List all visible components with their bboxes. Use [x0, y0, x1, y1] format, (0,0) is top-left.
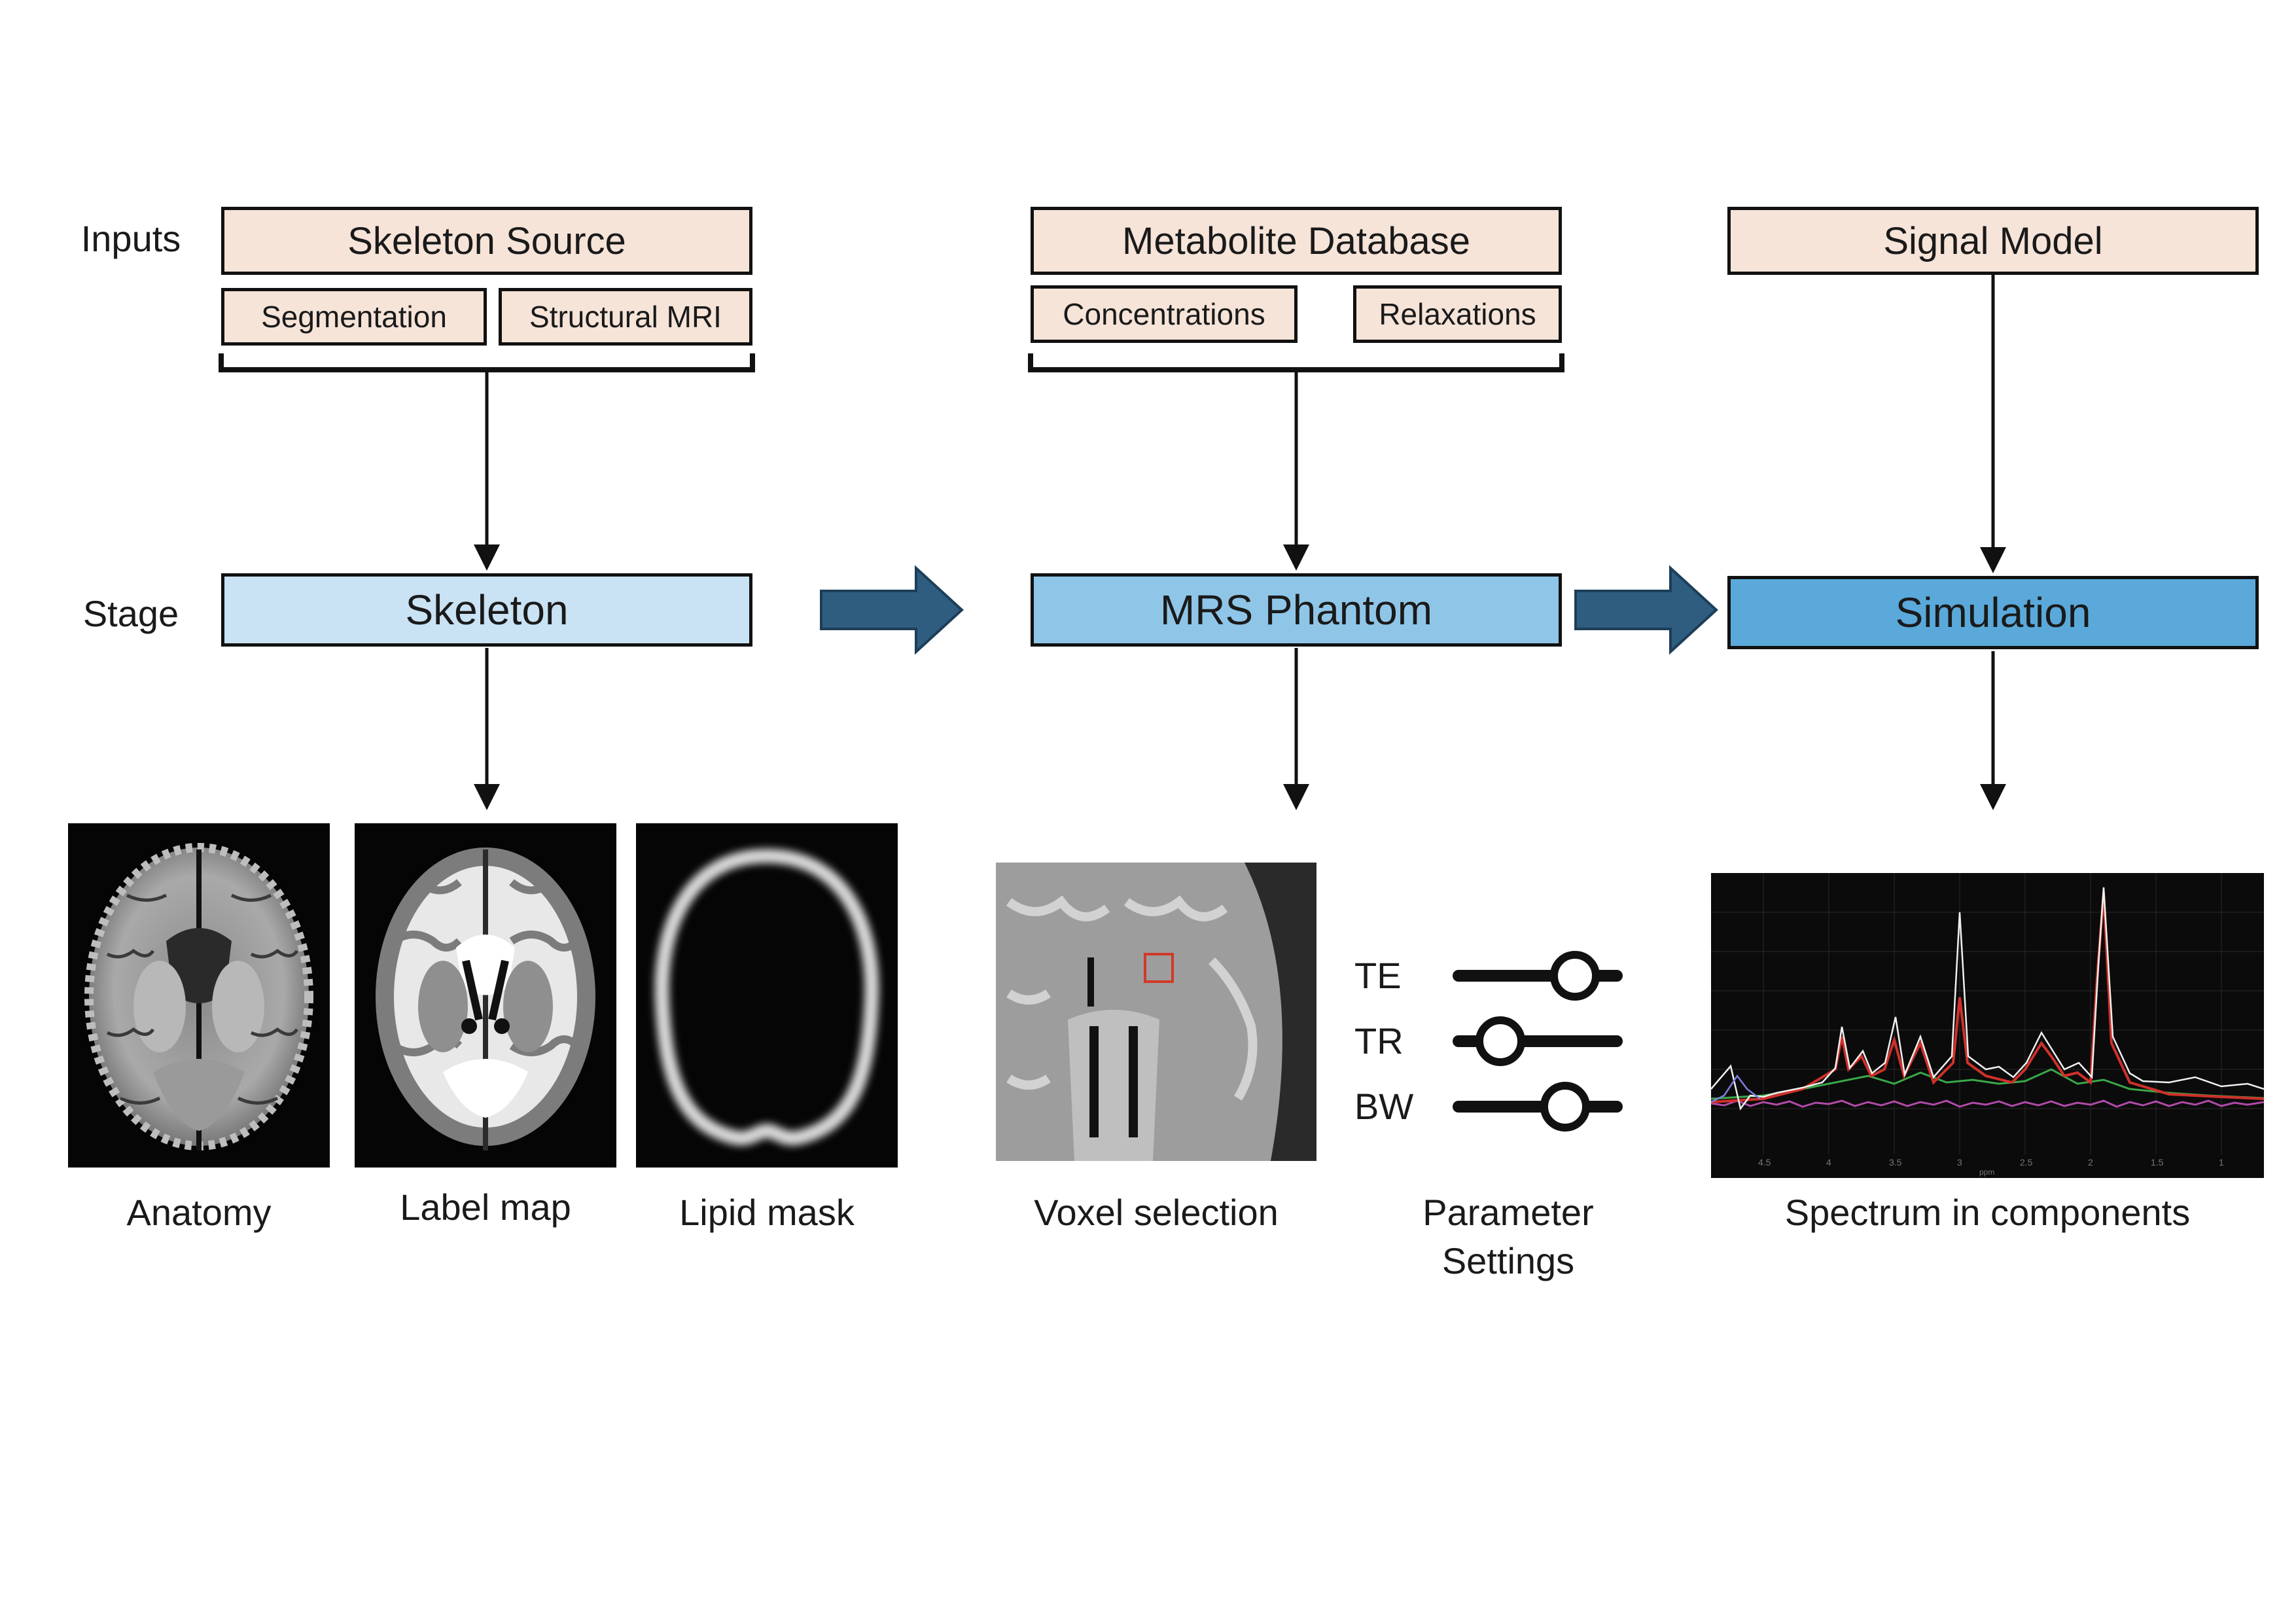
segmentation-box: Segmentation — [221, 288, 487, 346]
axis-tick: 2.5 — [2020, 1157, 2033, 1168]
structural-mri-box: Structural MRI — [499, 288, 752, 346]
simulation-stage-box: Simulation — [1727, 576, 2259, 649]
slider-label: TR — [1354, 1020, 1404, 1061]
voxel-selection-image — [996, 863, 1316, 1161]
spectrum-plot-image: 4.5 4 3.5 3 2.5 2 1.5 1 ppm — [1711, 873, 2264, 1178]
concentrations-label: Concentrations — [1063, 297, 1265, 331]
slider-row: TR — [1354, 1008, 1636, 1073]
slider-label: TE — [1354, 955, 1402, 996]
label-map-label: Label map — [400, 1186, 571, 1228]
mrs-phantom-stage-label: MRS Phantom — [1159, 586, 1433, 633]
axis-tick: 3 — [1957, 1157, 1962, 1168]
lipid-mask-image — [636, 823, 898, 1168]
flow-arrow-icon — [1574, 565, 1718, 655]
parameter-settings-label-line2: Settings — [1441, 1240, 1575, 1281]
axis-tick: 2 — [2088, 1157, 2093, 1168]
voxel-selection-label: Voxel selection — [1034, 1192, 1279, 1233]
signal-model-label: Signal Model — [1883, 219, 2103, 262]
relaxations-label: Relaxations — [1379, 297, 1536, 331]
metabolite-database-label: Metabolite Database — [1122, 219, 1470, 262]
slider-icon — [1475, 1016, 1525, 1066]
voxel-marker — [1144, 953, 1174, 983]
stage-row-label: Stage — [82, 593, 179, 634]
metabolite-bracket — [1028, 353, 1564, 372]
inputs-row-label: Inputs — [80, 218, 181, 259]
skeleton-stage-box: Skeleton — [221, 573, 752, 647]
relaxations-box: Relaxations — [1353, 285, 1562, 343]
flow-arrow-icon — [820, 565, 964, 655]
axis-tick: 3.5 — [1889, 1157, 1902, 1168]
slider-icon — [1540, 1082, 1590, 1132]
slider-row: TE — [1354, 942, 1636, 1008]
segmentation-label: Segmentation — [261, 300, 447, 334]
skeleton-stage-label: Skeleton — [405, 586, 569, 633]
slider-track — [1453, 1101, 1623, 1113]
skeleton-source-label: Skeleton Source — [347, 219, 626, 262]
concentrations-box: Concentrations — [1031, 285, 1298, 343]
skeleton-bracket — [219, 353, 755, 372]
structural-mri-label: Structural MRI — [529, 300, 722, 334]
slider-row: BW — [1354, 1073, 1636, 1139]
axis-tick: 1 — [2219, 1157, 2224, 1168]
mrs-phantom-stage-box: MRS Phantom — [1031, 573, 1562, 647]
simulation-stage-label: Simulation — [1895, 589, 2091, 636]
anatomy-label: Anatomy — [126, 1192, 272, 1233]
slider-icon — [1550, 951, 1600, 1001]
brain-label-map-image — [355, 823, 616, 1168]
spectrum-label: Spectrum in components — [1784, 1192, 2191, 1233]
skeleton-source-box: Skeleton Source — [221, 207, 752, 275]
axis-tick: 1.5 — [2151, 1157, 2164, 1168]
parameter-sliders: TE TR BW — [1354, 942, 1636, 1139]
parameter-settings-label-line1: Parameter — [1422, 1192, 1594, 1233]
brain-anatomy-image — [68, 823, 330, 1168]
lipid-mask-label: Lipid mask — [679, 1192, 855, 1233]
axis-tick: 4.5 — [1758, 1157, 1771, 1168]
slider-label: BW — [1354, 1086, 1414, 1127]
signal-model-box: Signal Model — [1727, 207, 2259, 275]
metabolite-database-box: Metabolite Database — [1031, 207, 1562, 275]
axis-unit: ppm — [1979, 1168, 1995, 1177]
axis-tick: 4 — [1826, 1157, 1831, 1168]
spectrum-axis: 4.5 4 3.5 3 2.5 2 1.5 1 ppm — [1711, 1154, 2264, 1178]
